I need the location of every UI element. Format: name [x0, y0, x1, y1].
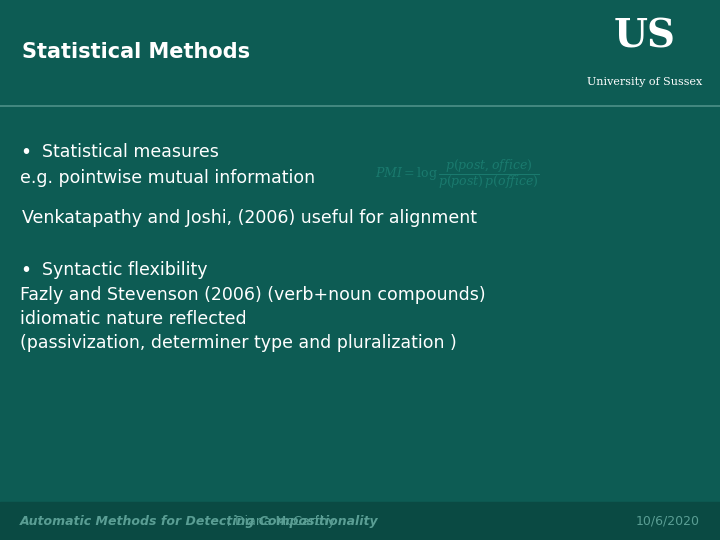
Text: Statistical measures: Statistical measures: [42, 143, 219, 161]
Text: (passivization, determiner type and pluralization ): (passivization, determiner type and plur…: [20, 334, 456, 352]
Text: Statistical Methods: Statistical Methods: [22, 43, 250, 63]
Text: , Diana McCarthy: , Diana McCarthy: [227, 515, 335, 528]
Bar: [0, 502, 720, 540]
Text: $PMI = \log\dfrac{p(post,office)}{p(post)\,p(office)}$: $PMI = \log\dfrac{p(post,office)}{p(post…: [375, 157, 540, 191]
Text: Fazly and Stevenson (2006) (verb+noun compounds): Fazly and Stevenson (2006) (verb+noun co…: [20, 286, 485, 304]
Bar: [0, 0, 720, 105]
Text: Syntactic flexibility: Syntactic flexibility: [42, 261, 207, 279]
Text: •: •: [20, 260, 31, 280]
Text: •: •: [20, 143, 31, 161]
Text: Venkatapathy and Joshi, (2006) useful for alignment: Venkatapathy and Joshi, (2006) useful fo…: [22, 209, 477, 227]
Text: idiomatic nature reflected: idiomatic nature reflected: [20, 310, 247, 328]
Text: 10/6/2020: 10/6/2020: [636, 515, 700, 528]
Text: University of Sussex: University of Sussex: [588, 77, 703, 87]
Text: Automatic Methods for Detecting Compositionality: Automatic Methods for Detecting Composit…: [20, 515, 379, 528]
Text: US: US: [614, 18, 676, 56]
Text: e.g. pointwise mutual information: e.g. pointwise mutual information: [20, 169, 315, 187]
